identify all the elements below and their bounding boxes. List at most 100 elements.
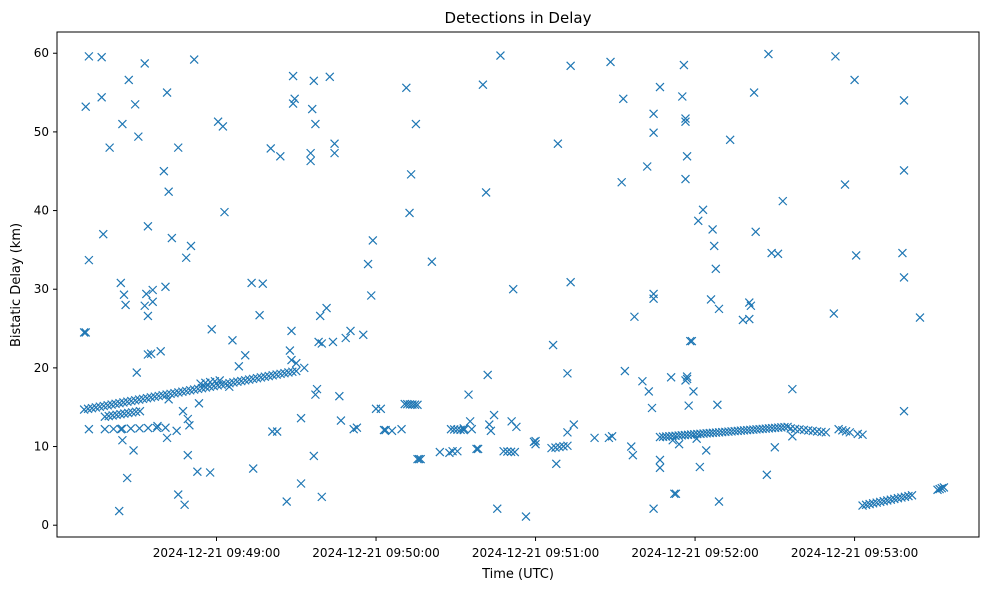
data-point-marker — [287, 326, 296, 336]
data-point-marker — [413, 400, 422, 410]
data-point-marker — [341, 333, 351, 343]
data-point-marker — [712, 400, 722, 410]
data-point-marker — [140, 59, 150, 68]
data-point-marker — [368, 236, 378, 245]
data-point-marker — [410, 400, 420, 410]
data-point-marker — [307, 104, 317, 114]
data-point-marker — [773, 249, 783, 259]
data-point-marker — [649, 128, 659, 138]
data-point-marker — [682, 374, 692, 384]
data-point-marker — [701, 446, 711, 455]
data-point-marker — [787, 431, 797, 441]
data-point-marker — [325, 72, 335, 82]
data-point-marker — [502, 447, 512, 456]
data-point-marker — [706, 295, 716, 304]
data-point-marker — [764, 49, 773, 59]
data-point-marker — [674, 439, 684, 449]
data-markers — [79, 49, 949, 521]
data-point-marker — [937, 483, 947, 493]
data-point-marker — [865, 499, 875, 509]
data-point-marker — [129, 446, 138, 455]
data-point-marker — [642, 162, 652, 171]
data-point-marker — [851, 250, 861, 260]
y-tick-label: 40 — [34, 204, 49, 218]
data-point-marker — [496, 51, 505, 61]
data-point-marker — [100, 424, 110, 434]
data-point-marker — [684, 401, 694, 411]
data-point-marker — [330, 139, 339, 149]
y-tick-label: 30 — [34, 282, 49, 296]
data-point-marker — [709, 241, 719, 251]
data-point-marker — [97, 92, 107, 102]
data-point-marker — [708, 225, 718, 234]
data-point-marker — [858, 430, 867, 440]
data-point-marker — [666, 372, 676, 382]
data-point-marker — [831, 51, 840, 61]
data-point-marker — [132, 368, 142, 378]
data-point-marker — [531, 436, 540, 446]
data-point-marker — [287, 355, 296, 365]
data-point-marker — [511, 422, 521, 432]
data-point-marker — [416, 454, 426, 464]
data-point-marker — [207, 324, 217, 334]
data-point-marker — [563, 368, 572, 378]
data-point-marker — [315, 311, 325, 321]
data-point-marker — [162, 88, 172, 97]
data-point-marker — [628, 450, 638, 460]
data-point-marker — [228, 335, 237, 345]
data-point-marker — [655, 463, 665, 473]
data-point-marker — [889, 494, 899, 504]
data-point-marker — [563, 441, 572, 451]
y-tick-label: 20 — [34, 361, 49, 375]
data-point-marker — [309, 76, 319, 86]
data-point-marker — [156, 346, 166, 356]
data-point-marker — [850, 75, 860, 85]
data-point-marker — [900, 492, 910, 502]
data-point-marker — [109, 424, 118, 434]
data-point-marker — [492, 504, 502, 514]
data-point-marker — [893, 493, 903, 503]
data-point-marker — [499, 446, 509, 456]
data-point-marker — [478, 80, 488, 90]
data-point-marker — [84, 424, 94, 434]
data-point-marker — [317, 492, 327, 502]
data-point-marker — [173, 143, 183, 153]
data-point-marker — [172, 426, 182, 436]
data-point-marker — [117, 119, 127, 129]
data-point-marker — [306, 148, 316, 158]
data-point-marker — [655, 82, 665, 92]
data-point-marker — [510, 447, 520, 457]
data-point-marker — [215, 376, 225, 385]
data-point-marker — [117, 424, 127, 434]
data-point-marker — [255, 310, 265, 320]
data-point-marker — [334, 391, 344, 401]
y-tick-label: 0 — [41, 518, 49, 532]
data-point-marker — [296, 479, 306, 488]
data-point-marker — [346, 326, 355, 336]
data-point-marker — [481, 188, 491, 197]
data-point-marker — [899, 96, 909, 105]
data-point-marker — [240, 350, 250, 360]
data-point-marker — [161, 423, 170, 433]
data-point-marker — [310, 390, 320, 400]
data-point-marker — [606, 57, 615, 67]
data-point-marker — [821, 427, 831, 437]
data-point-marker — [483, 370, 493, 380]
y-axis-ticks: 0 10 20 30 40 50 60 — [34, 46, 57, 532]
data-point-marker — [152, 423, 162, 433]
data-point-marker — [566, 277, 576, 287]
data-point-marker — [489, 410, 499, 420]
data-point-marker — [899, 272, 909, 282]
data-point-marker — [146, 349, 156, 359]
data-point-marker — [192, 467, 202, 477]
data-point-marker — [84, 51, 94, 61]
data-point-marker — [143, 311, 153, 321]
data-point-marker — [411, 119, 421, 129]
data-point-marker — [291, 358, 301, 368]
data-point-marker — [296, 413, 306, 423]
data-point-marker — [677, 92, 687, 101]
data-point-marker — [130, 99, 140, 109]
data-point-marker — [778, 196, 788, 206]
